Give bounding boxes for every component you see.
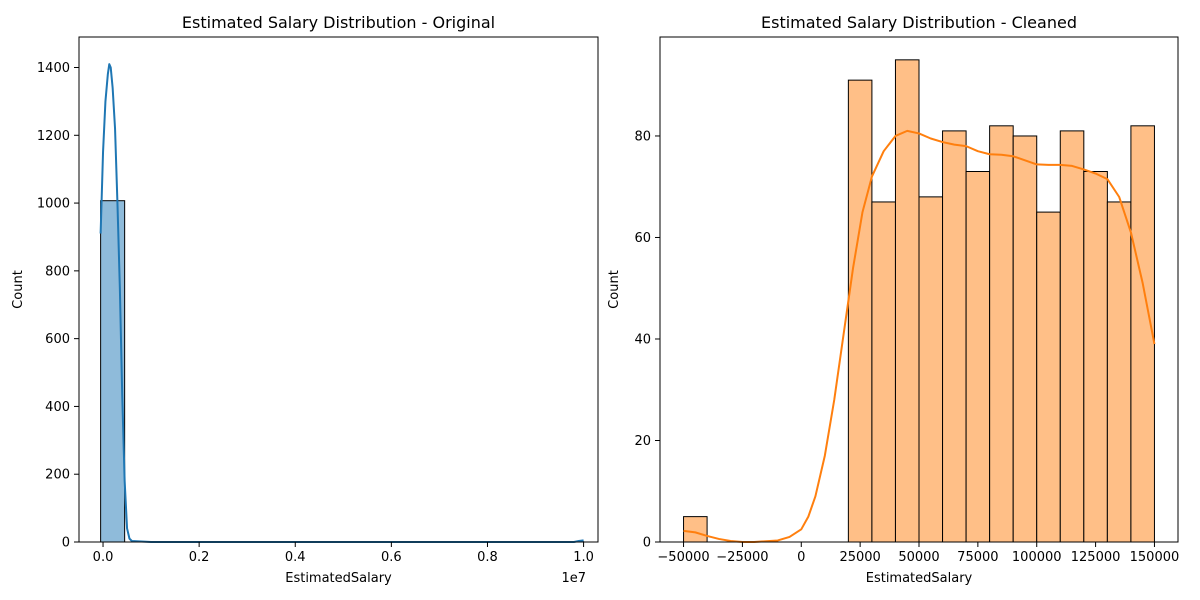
y-tick-label: 60 xyxy=(634,231,651,246)
x-tick-label: −50000 xyxy=(657,550,709,565)
chart-title: Estimated Salary Distribution - Cleaned xyxy=(761,13,1077,32)
histogram-bar xyxy=(965,170,991,543)
histogram-bar xyxy=(871,201,896,543)
histogram-bar xyxy=(847,79,873,543)
y-tick-label: 0 xyxy=(62,536,70,551)
histogram-bar xyxy=(1083,170,1108,543)
y-tick-label: 600 xyxy=(45,332,70,347)
x-axis-label: EstimatedSalary xyxy=(285,571,392,586)
histogram-bar xyxy=(1036,211,1061,543)
histogram-bar xyxy=(918,196,944,543)
original-distribution-chart: 0.0 0.2 0.4 0.6 0.8 1.0 0 200 400 600 800 1000 1200 1… xyxy=(11,13,599,586)
y-tick-label: 20 xyxy=(634,434,651,449)
x-axis-label: EstimatedSalary xyxy=(866,571,973,586)
y-tick-label: 40 xyxy=(634,332,651,347)
x-tick-label: 0.6 xyxy=(381,550,402,565)
histogram-bar xyxy=(989,125,1014,543)
plot-frame xyxy=(78,36,599,543)
x-tick-label: 0.0 xyxy=(93,550,114,565)
x-tick-label: 0.8 xyxy=(477,550,498,565)
x-tick-label: 100000 xyxy=(1012,550,1062,565)
histogram-bar xyxy=(1106,201,1132,543)
histogram-bar xyxy=(100,200,126,543)
histogram-bar xyxy=(1130,125,1155,543)
histogram-bar xyxy=(1059,130,1085,543)
x-tick-label: 50000 xyxy=(898,550,939,565)
y-tick-label: 1200 xyxy=(37,129,70,144)
x-tick-label: 0.2 xyxy=(189,550,210,565)
kde-line xyxy=(99,63,584,543)
histogram-bar xyxy=(942,130,967,543)
x-tick-label: 150000 xyxy=(1130,550,1180,565)
histogram-bar xyxy=(1012,135,1038,543)
y-tick-label: 80 xyxy=(634,129,651,144)
x-tick-label: 1.0 xyxy=(573,550,594,565)
x-tick-label: 0.4 xyxy=(285,550,306,565)
chart-title: Estimated Salary Distribution - Original xyxy=(182,13,495,32)
x-axis-offset-label: 1e7 xyxy=(561,571,586,586)
x-tick-label: −25000 xyxy=(716,550,768,565)
kde-line xyxy=(683,129,1156,543)
y-axis-label: Count xyxy=(607,270,622,309)
x-tick-label: 25000 xyxy=(839,550,880,565)
x-tick-label: 125000 xyxy=(1071,550,1121,565)
y-tick-label: 800 xyxy=(45,264,70,279)
y-axis-label: Count xyxy=(11,270,26,309)
y-tick-label: 400 xyxy=(45,400,70,415)
y-tick-label: 1000 xyxy=(37,197,70,212)
y-tick-label: 0 xyxy=(643,536,651,551)
y-tick-label: 200 xyxy=(45,468,70,483)
y-tick-label: 1400 xyxy=(37,61,70,76)
x-tick-label: 75000 xyxy=(957,550,998,565)
x-tick-label: 0 xyxy=(797,550,805,565)
histogram-bar xyxy=(683,516,708,543)
cleaned-distribution-chart: −50000 −25000 0 25000 50000 75000 100000 125000… xyxy=(607,13,1179,586)
